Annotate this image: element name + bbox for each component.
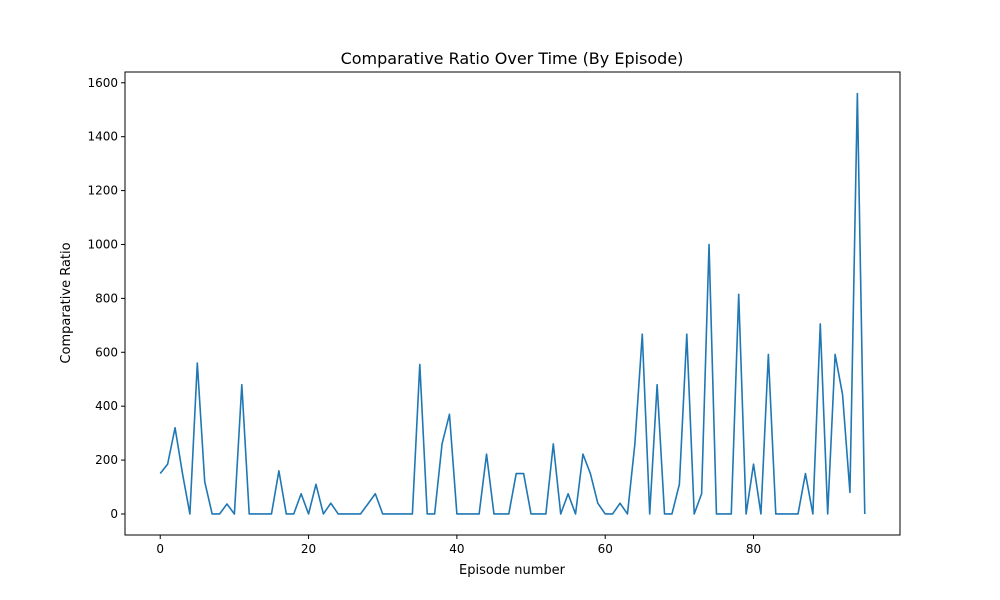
chart-title: Comparative Ratio Over Time (By Episode) — [341, 49, 684, 68]
x-tick-label: 0 — [156, 542, 164, 556]
plot-area — [124, 71, 901, 536]
series-line — [159, 92, 866, 515]
y-tick-label: 0 — [110, 507, 118, 521]
x-axis: 0 20 40 60 80 — [156, 535, 761, 556]
x-tick-label: 80 — [746, 542, 761, 556]
y-axis: 0 200 400 600 800 1000 1200 1400 1600 — [87, 76, 125, 521]
y-tick-label: 1000 — [87, 237, 118, 251]
y-tick-label: 1200 — [87, 184, 118, 198]
x-axis-label: Episode number — [459, 563, 566, 578]
y-tick-label: 800 — [95, 291, 118, 305]
y-tick-label: 400 — [95, 399, 118, 413]
x-tick-label: 20 — [301, 542, 316, 556]
x-tick-label: 40 — [449, 542, 464, 556]
x-tick-label: 60 — [598, 542, 613, 556]
y-tick-label: 200 — [95, 453, 118, 467]
y-tick-label: 1600 — [87, 76, 118, 90]
y-tick-label: 1400 — [87, 130, 118, 144]
y-tick-label: 600 — [95, 345, 118, 359]
y-axis-label: Comparative Ratio — [59, 242, 74, 363]
